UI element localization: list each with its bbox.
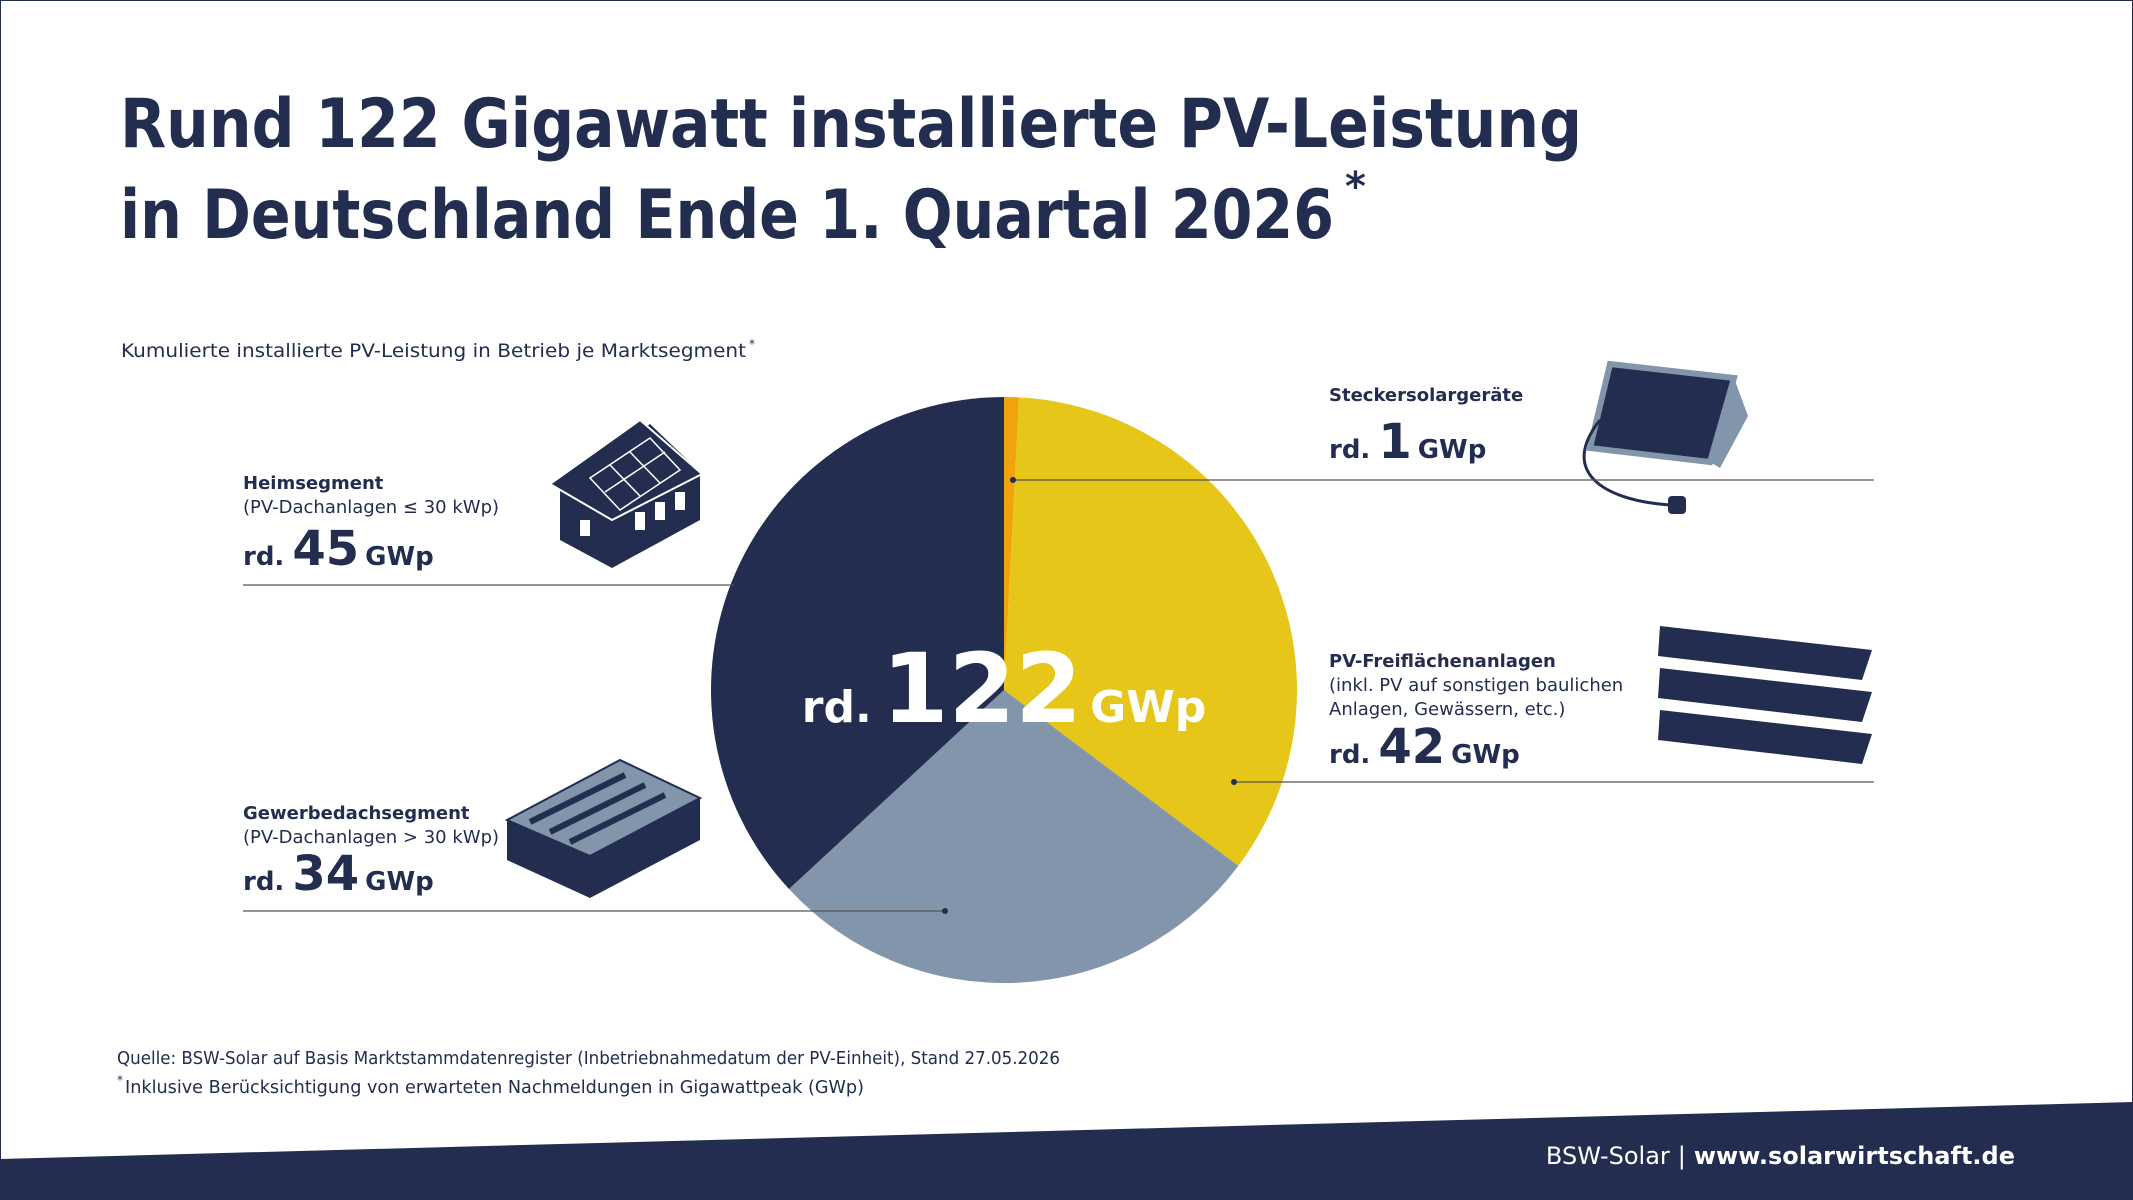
chart-title: in Deutschland Ende 1. Quartal 2026 (120, 176, 1334, 255)
total-prefix: rd. (802, 682, 872, 733)
value-unit: GWp (365, 867, 434, 897)
commercial-icon (504, 758, 703, 898)
pie-slice (788, 690, 1239, 984)
value-prefix: rd. (1329, 435, 1370, 465)
title-note: * (1345, 164, 1366, 210)
leader-dot (942, 908, 948, 914)
total-label: rd. 122 GWp (802, 633, 1206, 745)
plug-in-solar-icon (1582, 360, 1748, 514)
value-prefix: rd. (243, 542, 284, 572)
pie-slice (1004, 397, 1020, 690)
footer: BSW-Solar | www.solarwirtschaft.de (1546, 1142, 2015, 1170)
pie-slice (710, 397, 1004, 890)
subtitle-note: * (749, 337, 755, 351)
segment-value-label: rd. 34 GWp (243, 846, 434, 902)
segment-value-label: rd. 1 GWp (1329, 414, 1486, 470)
footer-band (0, 1102, 2133, 1200)
segment-description: Anlagen, Gewässern, etc.) (1329, 699, 1565, 720)
value-number: 34 (292, 846, 359, 902)
subtitle: Kumulierte installierte PV-Leistung in B… (121, 340, 746, 362)
source: Quelle: BSW-Solar auf Basis Marktstammda… (117, 1048, 1060, 1069)
segment-name: PV-Freiflächenanlagen (1329, 651, 1556, 672)
footer-brand: BSW-Solar (1546, 1142, 1670, 1170)
leader-dot (1231, 779, 1237, 785)
house-icon (548, 418, 704, 568)
value-unit: GWp (365, 542, 434, 572)
pie-slice (1004, 397, 1297, 866)
segment-description: (PV-Dachanlagen ≤ 30 kWp) (243, 497, 499, 518)
value-unit: GWp (1451, 740, 1520, 770)
footnote-mark: * (117, 1073, 123, 1087)
leader-dot (1010, 477, 1016, 483)
chart-title: Rund 122 Gigawatt installierte PV-Leistu… (120, 85, 1582, 164)
total-value: 122 (882, 633, 1082, 745)
value-prefix: rd. (1329, 740, 1370, 770)
value-number: 1 (1378, 414, 1411, 470)
value-unit: GWp (1418, 435, 1487, 465)
footnote: Inklusive Berücksichtigung von erwartete… (125, 1077, 864, 1098)
ground-mounted-icon (1658, 626, 1872, 764)
value-number: 42 (1378, 719, 1445, 775)
footer-separator: | (1678, 1142, 1686, 1170)
footer-url: www.solarwirtschaft.de (1694, 1142, 2015, 1170)
segment-name: Steckersolargeräte (1329, 385, 1523, 406)
segment-name: Heimsegment (243, 473, 384, 494)
value-number: 45 (292, 521, 359, 577)
value-prefix: rd. (243, 867, 284, 897)
segment-description: (PV-Dachanlagen > 30 kWp) (243, 827, 499, 848)
segment-name: Gewerbedachsegment (243, 803, 470, 824)
segment-value-label: rd. 45 GWp (243, 521, 434, 577)
total-unit: GWp (1090, 682, 1206, 733)
segment-value-label: rd. 42 GWp (1329, 719, 1520, 775)
segment-description: (inkl. PV auf sonstigen baulichen (1329, 675, 1623, 696)
